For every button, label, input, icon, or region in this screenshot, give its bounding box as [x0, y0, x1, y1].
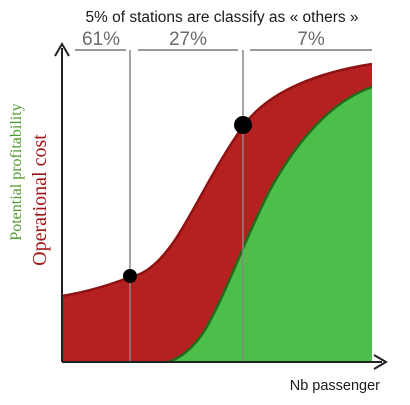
chart-title: 5% of stations are classify as « others …	[85, 9, 358, 26]
threshold-dot-2	[234, 116, 252, 134]
y-axis-arrow	[54, 42, 70, 57]
threshold-dot-1	[123, 269, 137, 283]
y-axis-label-profitability: Potential profitability	[8, 103, 25, 240]
segment-label-1: 61%	[82, 29, 120, 50]
segment-label-3: 7%	[297, 29, 325, 50]
x-axis-label: Nb passenger	[290, 378, 380, 394]
y-axis-label-cost: Operational cost	[29, 134, 51, 266]
potential-profitability-curve	[167, 85, 373, 364]
segment-label-2: 27%	[169, 29, 207, 50]
potential-profitability-area	[168, 87, 372, 362]
x-axis-arrow	[373, 354, 388, 370]
operational-cost-curve	[61, 62, 373, 298]
